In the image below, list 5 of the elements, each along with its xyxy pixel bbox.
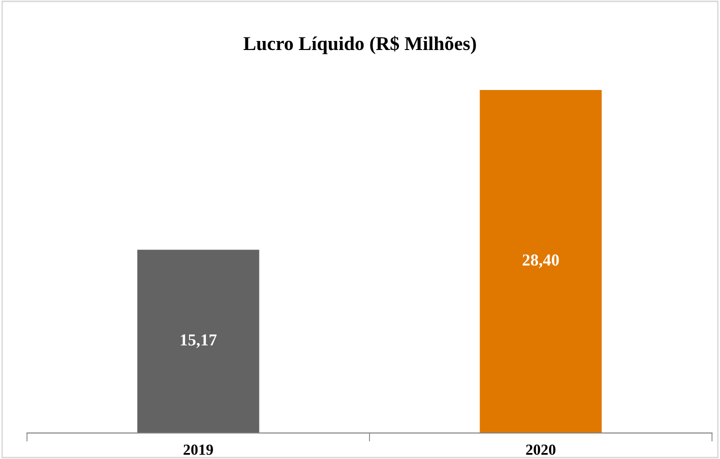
x-tick-label: 2019 <box>184 444 213 455</box>
chart-title: Lucro Líquido (R$ Milhões) <box>244 36 476 54</box>
x-tick-label: 2020 <box>526 444 556 455</box>
data-label: 28,40 <box>522 254 559 268</box>
data-label: 15,17 <box>180 334 217 348</box>
